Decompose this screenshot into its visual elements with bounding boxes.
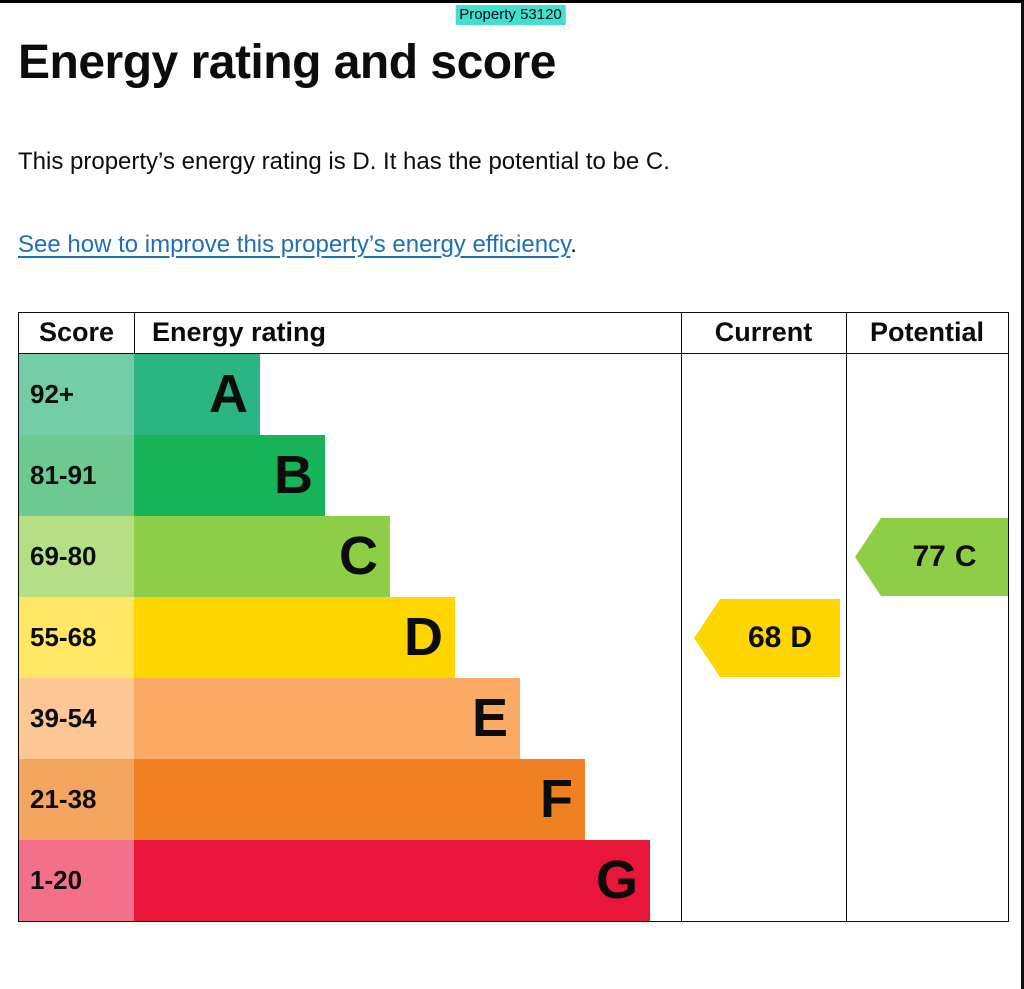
rating-bar-c: C [134, 515, 390, 597]
header-score: Score [38, 317, 115, 348]
epc-row-e: 39-54 E [19, 677, 1008, 759]
potential-score-value: 77 [912, 539, 946, 573]
epc-header-row: Score Energy rating Current Potential [19, 312, 1008, 354]
score-range-b: 81-91 [19, 434, 134, 516]
epc-row-d: 55-68 D [19, 596, 1008, 678]
rating-letter-a: A [209, 364, 248, 425]
rating-letter-b: B [274, 445, 313, 506]
epc-chart: Score Energy rating Current Potential 92… [18, 311, 1009, 922]
property-tag: Property 53120 [455, 5, 566, 25]
current-score-value: 68 [747, 620, 782, 654]
score-range-d: 55-68 [19, 596, 134, 678]
current-rating-arrow: 68 D [694, 598, 840, 677]
rating-bar-a: A [134, 353, 260, 435]
rating-bar-b: B [134, 434, 325, 516]
score-range-f: 21-38 [19, 758, 134, 840]
header-potential: Potential [869, 317, 984, 348]
rating-bar-g: G [134, 839, 650, 921]
epc-row-c: 69-80 C [19, 515, 1008, 597]
rating-letter-e: E [471, 688, 508, 749]
epc-row-g: 1-20 G [19, 839, 1008, 921]
potential-rating-letter: C [954, 539, 977, 573]
rating-letter-g: G [595, 850, 638, 911]
epc-row-f: 21-38 F [19, 758, 1008, 840]
link-suffix: . [570, 230, 577, 258]
improve-efficiency-link[interactable]: See how to improve this property’s energ… [18, 230, 571, 258]
score-range-c: 69-80 [19, 515, 134, 597]
improve-link-line: See how to improve this property’s energ… [18, 231, 1021, 259]
header-current: Current [714, 317, 813, 348]
header-energy-rating: Energy rating [134, 312, 681, 353]
page-title: Energy rating and score [18, 36, 557, 89]
current-column-divider [681, 312, 682, 921]
score-range-e: 39-54 [19, 677, 134, 759]
potential-rating-arrow: 77 C [855, 517, 1008, 596]
current-rating-letter: D [790, 620, 813, 654]
rating-letter-c: C [339, 526, 378, 587]
rating-bar-d: D [134, 596, 455, 678]
potential-column-divider [846, 312, 847, 921]
score-range-a: 92+ [19, 353, 134, 435]
rating-bar-f: F [134, 758, 585, 840]
epc-row-b: 81-91 B [19, 434, 1008, 516]
rating-letter-d: D [404, 607, 443, 668]
epc-row-a: 92+ A [19, 353, 1008, 435]
rating-summary-text: This property’s energy rating is D. It h… [18, 147, 670, 175]
rating-bar-e: E [134, 677, 520, 759]
rating-letter-f: F [540, 769, 573, 830]
score-range-g: 1-20 [19, 839, 134, 921]
